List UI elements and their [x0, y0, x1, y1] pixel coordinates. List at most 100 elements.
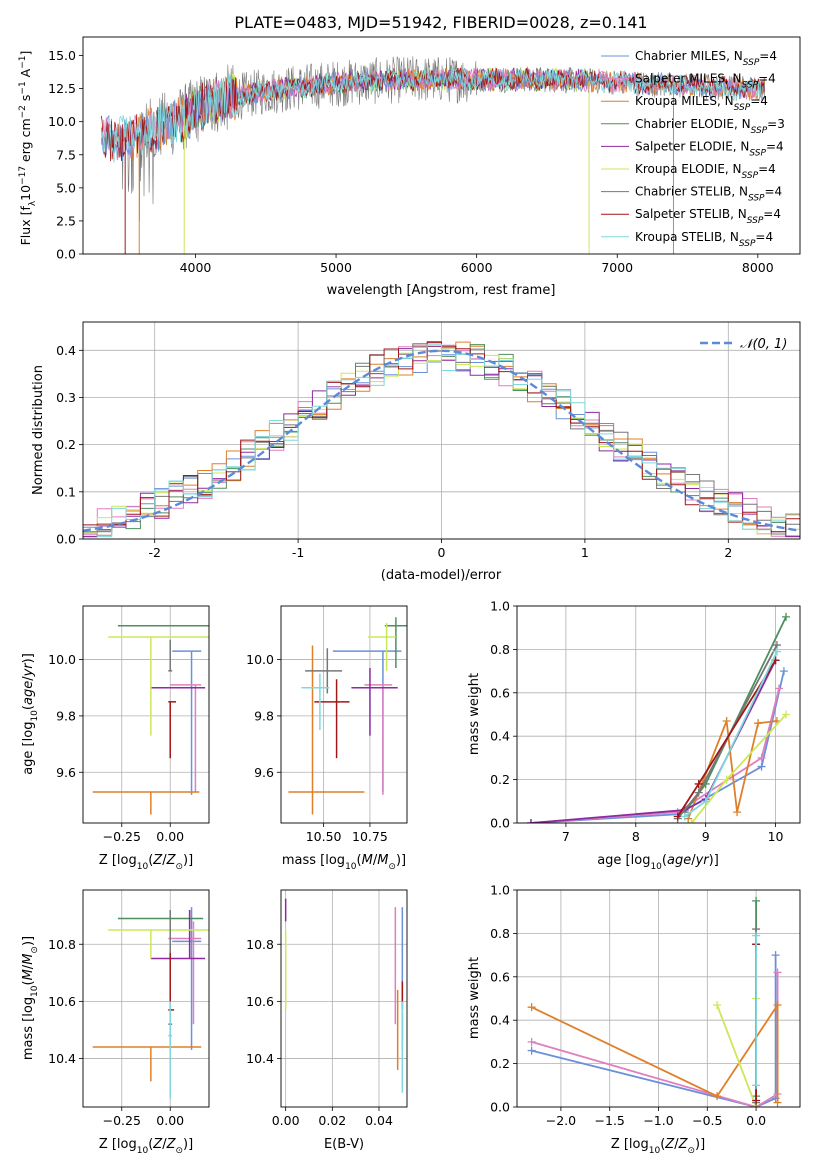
marker-chabrier_elodie: [782, 612, 791, 621]
marker-kroupa_stelib: [701, 797, 710, 806]
axes-mass_vs_z: −0.25 0.00 10.4 10.6 10.8: [48, 889, 210, 1128]
grid: [83, 606, 209, 823]
weight-age-xlabel: age [log10(age/yr)]: [597, 853, 719, 872]
x-tick-label: 0.00: [156, 829, 184, 844]
marker-chabrier_stelib: [694, 788, 703, 797]
x-tick-label: 10.75: [352, 829, 388, 844]
marker-kroupa_stelib: [680, 812, 689, 821]
spectrum-xlabel: wavelength [Angstrom, rest frame]: [327, 283, 556, 298]
axes-frame: [516, 605, 801, 824]
legend-label-salpeter_miles: Salpeter MILES, NSSP=4: [635, 72, 776, 91]
y-tick-label: 10.0: [246, 652, 274, 667]
axes-weight_vs_age: 7 8 9 10 0.0 0.2 0.4 0.6 0.8 1.0: [490, 599, 801, 844]
axes-frame: [516, 889, 801, 1108]
axes-frame: [280, 605, 408, 824]
legend-label-salpeter_elodie: Salpeter ELODIE, NSSP=4: [635, 139, 784, 158]
x-tick-label: -1: [292, 545, 304, 560]
y-tick-label: 0.2: [490, 1056, 510, 1071]
x-tick-label: −2.0: [546, 1113, 576, 1128]
axes-spectrum: 4000 5000 6000 7000 8000 0.0 2.5 5.0 7.5 10.0 12.5…: [48, 36, 801, 275]
hist-kroupa_stelib: [83, 343, 800, 538]
figure-title: PLATE=0483, MJD=51942, FIBERID=0028, z=0…: [234, 13, 647, 32]
y-tick-label: 0.8: [490, 642, 510, 657]
y-tick-label: 10.4: [246, 1051, 274, 1066]
y-tick-label: 0.4: [490, 1013, 510, 1028]
x-tick-label: 1: [581, 545, 589, 560]
age-mass-xlabel: mass [log10(M/M⊙)]: [282, 853, 406, 872]
marker-kroupa_elodie: [782, 710, 791, 719]
x-tick-label: −1.5: [595, 1113, 625, 1128]
y-tick-label: 9.8: [254, 708, 274, 723]
y-tick-label: 0.2: [56, 437, 76, 452]
legend-label-salpeter_stelib: Salpeter STELIB, NSSP=4: [635, 207, 781, 226]
marker-salpeter_miles: [527, 1037, 536, 1046]
marker-kroupa_miles: [527, 1003, 536, 1012]
marker-kroupa_miles: [773, 1098, 782, 1107]
x-tick-label: 8: [632, 829, 640, 844]
plot-area: [526, 612, 791, 823]
mass-z-ylabel: mass [log10(M/M⊙)]: [21, 936, 40, 1060]
x-tick-label: 0.0: [746, 1113, 766, 1128]
legend-label-kroupa_miles: Kroupa MILES, NSSP=4: [635, 94, 768, 113]
legend-label-chabrier_elodie: Chabrier ELODIE, NSSP=3: [635, 117, 785, 136]
grid: [281, 606, 407, 823]
plot-area: [527, 896, 782, 1107]
y-tick-label: 0.0: [56, 532, 76, 547]
y-tick-label: 10.8: [246, 937, 274, 952]
marker-kroupa_stelib: [752, 931, 761, 940]
y-tick-label: 12.5: [48, 81, 76, 96]
y-tick-label: 0.8: [490, 926, 510, 941]
marker-chabrier_elodie: [752, 896, 761, 905]
x-tick-label: 0.00: [156, 1113, 184, 1128]
plot-area: [92, 624, 209, 815]
weight-z-xlabel: Z [log10(Z/Z⊙)]: [611, 1137, 705, 1156]
legend-gaussian-label: 𝒩(0, 1): [740, 337, 787, 352]
marker-kroupa_stelib: [772, 647, 781, 656]
marker-kroupa_miles: [713, 1092, 722, 1101]
y-tick-label: 0.2: [490, 772, 510, 787]
marker-chabrier_miles: [779, 667, 788, 676]
series-chabrier_miles: [530, 670, 785, 823]
axes-age_vs_mass: 10.50 10.75 9.6 9.8 10.0: [246, 605, 408, 844]
marker-chabrier_miles: [527, 1046, 536, 1055]
y-tick-label: 10.4: [48, 1051, 76, 1066]
y-tick-label: 0.4: [56, 343, 76, 358]
gaussian-curve: [83, 349, 800, 532]
x-tick-label: 2: [724, 545, 732, 560]
grid: [517, 605, 800, 824]
marker-kroupa_stelib: [752, 1081, 761, 1090]
x-tick-label: −0.25: [103, 829, 141, 844]
series-salpeter_elodie: [530, 659, 777, 823]
x-tick-label: 0.04: [365, 1113, 393, 1128]
y-tick-label: 9.6: [254, 765, 274, 780]
y-tick-label: 0.0: [490, 1100, 510, 1115]
y-tick-label: 10.6: [48, 994, 76, 1009]
plot-area: [100, 56, 766, 254]
marker-salpeter_stelib: [752, 1096, 761, 1105]
age-z-xlabel: Z [log10(Z/Z⊙)]: [99, 853, 193, 872]
x-tick-label: −0.5: [692, 1113, 722, 1128]
x-tick-label: 6000: [461, 260, 493, 275]
y-tick-label: 15.0: [48, 48, 76, 63]
marker-chabrier_miles: [757, 762, 766, 771]
y-tick-label: 5.0: [56, 180, 76, 195]
y-tick-label: 0.6: [490, 685, 510, 700]
y-tick-label: 10.6: [246, 994, 274, 1009]
y-tick-label: 9.8: [56, 708, 76, 723]
axes-frame: [280, 889, 408, 1108]
plot-area: [92, 907, 209, 1099]
y-tick-label: 0.0: [490, 816, 510, 831]
y-tick-label: 10.0: [48, 114, 76, 129]
y-tick-label: 2.5: [56, 213, 76, 228]
spectrum-ylabel: Flux [fλ10−17 erg cm−2 s−1 A−1]: [18, 51, 38, 246]
y-tick-label: 0.4: [490, 729, 510, 744]
marker-kroupa_miles: [773, 1001, 782, 1010]
y-tick-label: 0.3: [56, 390, 76, 405]
y-tick-label: 10.0: [48, 652, 76, 667]
x-tick-label: 10.50: [306, 829, 342, 844]
legend-label-kroupa_elodie: Kroupa ELODIE, NSSP=4: [635, 162, 776, 181]
plot-area: [83, 341, 800, 538]
x-tick-label: 10: [768, 829, 784, 844]
marker-chabrier_miles: [771, 951, 780, 960]
